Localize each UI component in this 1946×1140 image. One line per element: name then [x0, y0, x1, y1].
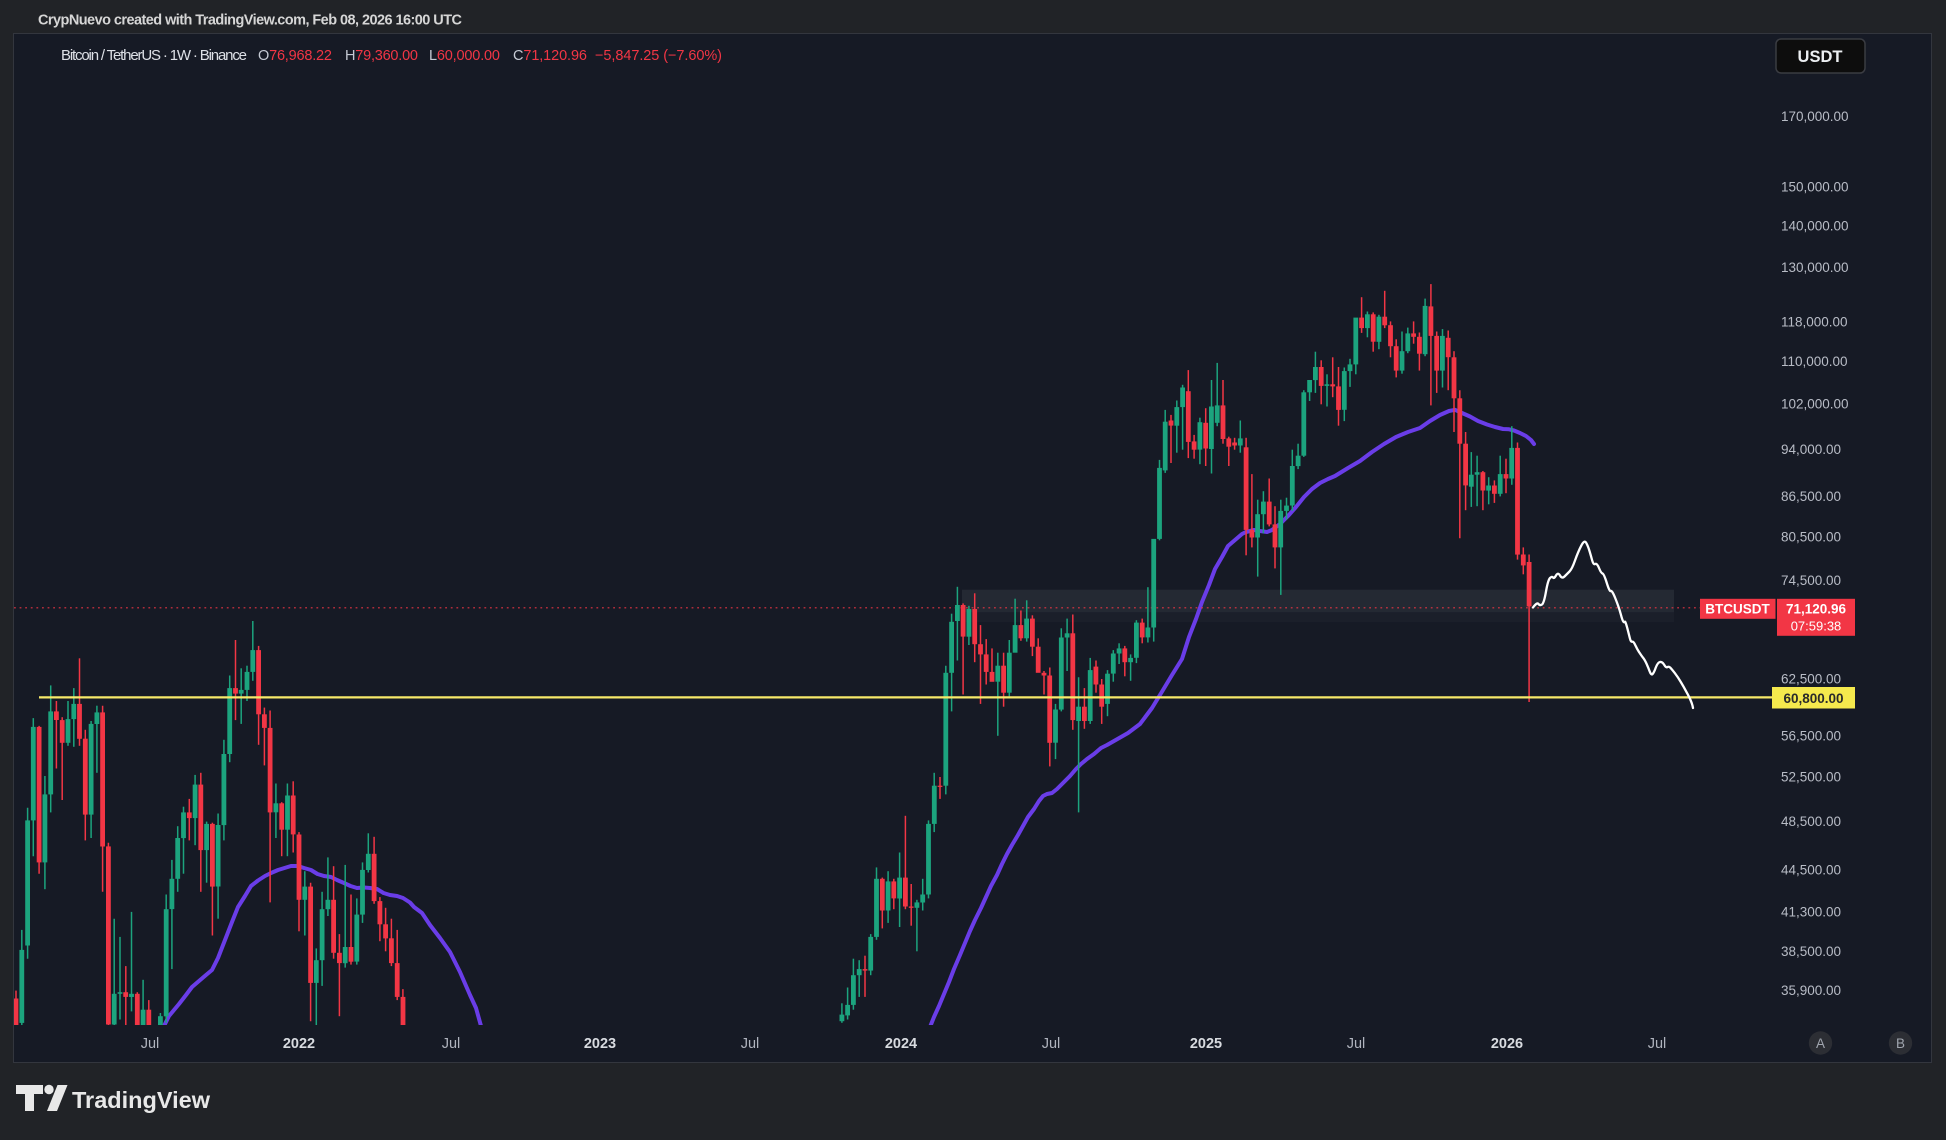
svg-text:60,800.00: 60,800.00	[1783, 691, 1843, 706]
svg-text:35,900.00: 35,900.00	[1781, 983, 1841, 998]
svg-text:Jul: Jul	[442, 1036, 461, 1052]
svg-text:2024: 2024	[885, 1036, 917, 1052]
svg-text:Bitcoin / TetherUS · 1W · Bina: Bitcoin / TetherUS · 1W · Binance	[61, 47, 247, 64]
svg-text:48,500.00: 48,500.00	[1781, 814, 1841, 829]
svg-text:62,500.00: 62,500.00	[1781, 672, 1841, 687]
svg-text:L60,000.00: L60,000.00	[429, 48, 500, 64]
svg-text:2026: 2026	[1491, 1036, 1523, 1052]
svg-text:USDT: USDT	[1798, 48, 1843, 66]
svg-text:Jul: Jul	[141, 1036, 160, 1052]
svg-text:−5,847.25 (−7.60%): −5,847.25 (−7.60%)	[595, 48, 722, 64]
svg-text:110,000.00: 110,000.00	[1781, 354, 1848, 369]
svg-text:41,300.00: 41,300.00	[1781, 904, 1841, 919]
svg-text:170,000.00: 170,000.00	[1781, 109, 1849, 124]
svg-text:38,500.00: 38,500.00	[1781, 944, 1841, 959]
svg-text:Jul: Jul	[741, 1036, 760, 1052]
svg-text:118,000.00: 118,000.00	[1781, 314, 1848, 329]
svg-text:Jul: Jul	[1042, 1036, 1061, 1052]
svg-text:102,000.00: 102,000.00	[1781, 396, 1849, 411]
svg-text:BTCUSDT: BTCUSDT	[1705, 602, 1770, 617]
svg-text:150,000.00: 150,000.00	[1781, 180, 1849, 195]
svg-text:80,500.00: 80,500.00	[1781, 529, 1841, 544]
svg-text:56,500.00: 56,500.00	[1781, 728, 1841, 743]
svg-text:Jul: Jul	[1347, 1036, 1366, 1052]
svg-text:Jul: Jul	[1648, 1036, 1667, 1052]
svg-text:TradingView: TradingView	[72, 1087, 211, 1113]
svg-text:2022: 2022	[283, 1036, 315, 1052]
svg-text:94,000.00: 94,000.00	[1781, 442, 1841, 457]
svg-text:H79,360.00: H79,360.00	[345, 48, 418, 64]
svg-text:44,500.00: 44,500.00	[1781, 862, 1841, 877]
svg-text:C71,120.96: C71,120.96	[513, 48, 587, 64]
svg-text:74,500.00: 74,500.00	[1781, 573, 1841, 588]
svg-text:86,500.00: 86,500.00	[1781, 489, 1841, 504]
svg-text:CrypNuevo created with Trading: CrypNuevo created with TradingView.com, …	[38, 13, 463, 29]
svg-text:B: B	[1896, 1036, 1905, 1051]
svg-text:130,000.00: 130,000.00	[1781, 260, 1849, 275]
svg-text:140,000.00: 140,000.00	[1781, 218, 1849, 233]
svg-text:A: A	[1816, 1036, 1825, 1051]
svg-text:O76,968.22: O76,968.22	[258, 48, 332, 64]
svg-text:2025: 2025	[1190, 1036, 1222, 1052]
svg-text:71,120.96: 71,120.96	[1786, 602, 1847, 617]
svg-text:52,500.00: 52,500.00	[1781, 770, 1841, 785]
svg-text:2023: 2023	[584, 1036, 616, 1052]
svg-text:07:59:38: 07:59:38	[1791, 619, 1842, 634]
